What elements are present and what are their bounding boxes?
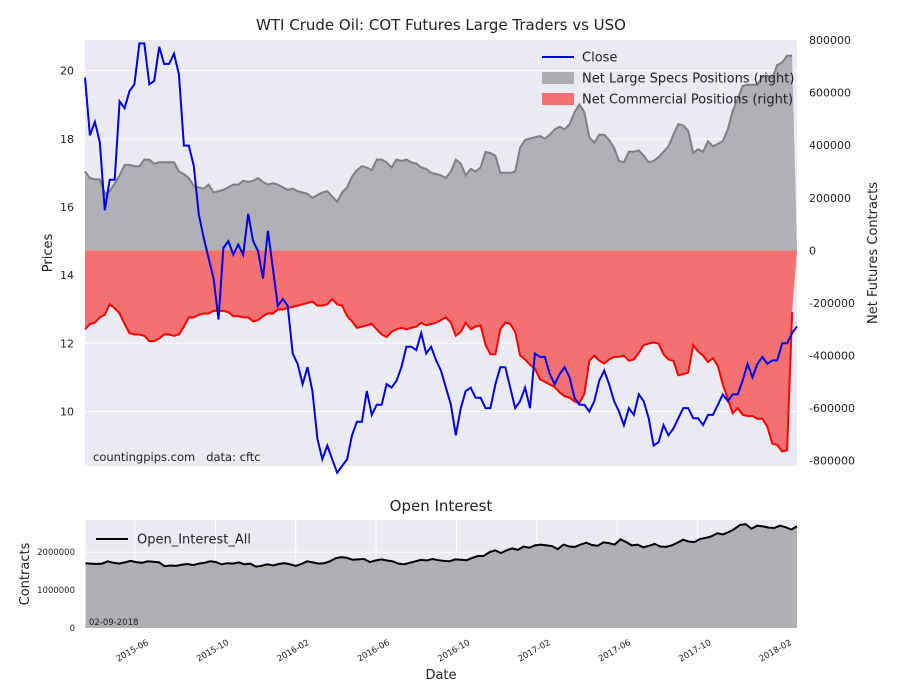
bottom-x-ticks: 2015-06 2015-10 2016-02 2016-06 2016-10 2017-… — [115, 638, 794, 664]
commercial-line — [84, 297, 794, 453]
x-tick-label: 2017-02 — [517, 638, 553, 664]
top-right-ticks: -800000 -600000 -400000 -200000 0 200000 40000… — [809, 34, 855, 468]
bottom-legend: Open_Interest_All — [96, 533, 251, 548]
left-axis-label: Prices — [41, 234, 56, 273]
left-tick-label: 18 — [60, 133, 74, 146]
specs-line — [84, 54, 793, 204]
x-axis-label: Date — [425, 668, 456, 683]
top-series-lines — [84, 42, 798, 475]
legend-label: Net Commercial Positions (right) — [582, 93, 793, 108]
x-tick-label: 2017-06 — [597, 638, 633, 664]
left-tick-label: 20 — [60, 65, 74, 78]
close-price-line — [84, 42, 798, 475]
x-tick-label: 2015-06 — [115, 638, 151, 664]
bottom-y-axis-label: Contracts — [18, 542, 33, 605]
x-tick-label: 2017-10 — [677, 638, 713, 664]
top-legend: Close Net Large Specs Positions (right) Ne… — [542, 51, 794, 108]
legend-label: Net Large Specs Positions (right) — [582, 72, 794, 87]
open-interest-line — [84, 523, 798, 568]
specs-area — [85, 55, 797, 251]
right-tick-label: 200000 — [809, 192, 851, 205]
bottom-y-tick-label: 2000000 — [37, 548, 75, 558]
x-tick-label: 2016-10 — [436, 638, 472, 664]
right-tick-label: -600000 — [809, 402, 855, 415]
bottom-y-tick-label: 0 — [70, 624, 75, 634]
left-tick-label: 12 — [60, 337, 74, 350]
bottom-y-tick-label: 1000000 — [37, 586, 75, 596]
open-interest-area — [85, 524, 797, 628]
right-tick-label: 400000 — [809, 139, 851, 152]
left-tick-label: 10 — [60, 405, 74, 418]
bottom-legend-label: Open_Interest_All — [137, 533, 251, 548]
legend-label: Close — [582, 51, 617, 66]
right-tick-label: -800000 — [809, 455, 855, 468]
right-tick-label: 600000 — [809, 87, 851, 100]
right-tick-label: 0 — [809, 244, 816, 257]
right-axis-label: Net Futures Contracts — [866, 182, 881, 324]
x-tick-label: 2016-02 — [275, 638, 311, 664]
right-tick-label: 800000 — [809, 34, 851, 47]
legend-swatch-commercial — [542, 93, 574, 105]
bottom-area-fill — [84, 520, 798, 628]
top-chart-title: WTI Crude Oil: COT Futures Large Traders… — [256, 16, 626, 34]
x-tick-label: 2018-02 — [758, 638, 794, 664]
left-tick-label: 14 — [60, 269, 74, 282]
commercial-area — [85, 250, 797, 452]
top-left-ticks: 10 12 14 16 18 20 — [60, 65, 74, 419]
top-area-fills — [85, 55, 797, 452]
bottom-y-ticks: 0 1000000 2000000 — [37, 548, 75, 634]
left-tick-label: 16 — [60, 201, 74, 214]
right-tick-label: -400000 — [809, 350, 855, 363]
x-tick-label: 2015-10 — [195, 638, 231, 664]
watermark-text: countingpips.com data: cftc — [93, 450, 261, 464]
date-stamp: 02-09-2018 — [89, 618, 138, 628]
bottom-chart-title: Open Interest — [390, 497, 493, 515]
right-tick-label: -200000 — [809, 297, 855, 310]
x-tick-label: 2016-06 — [356, 638, 392, 664]
legend-swatch-specs — [542, 72, 574, 84]
